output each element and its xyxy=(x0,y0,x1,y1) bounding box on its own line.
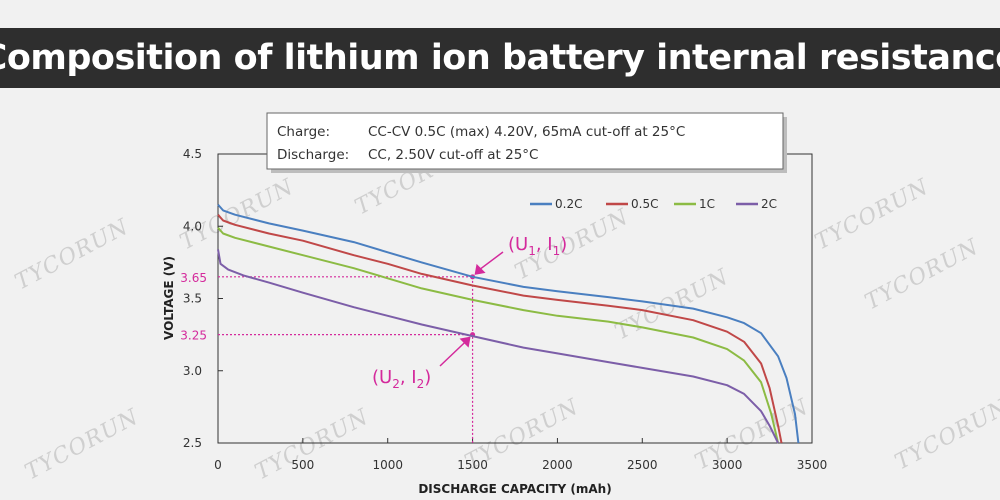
watermark-layer: TYCORUN TYCORUN TYCORUNTYCORUNTYCORUNTYCOR… xyxy=(11,140,1000,486)
legend-label: 0.2C xyxy=(555,197,582,211)
annotation-u2-i2: (U2, I2) xyxy=(372,367,431,391)
legend-label: 0.5C xyxy=(631,197,658,211)
legend-label: 1C xyxy=(699,197,715,211)
watermark-text: TYCORUN xyxy=(891,395,1000,476)
legend: 0.2C 0.5C 1C 2C xyxy=(530,197,777,211)
series-line-2C xyxy=(217,249,779,444)
annotation-arrows xyxy=(439,251,504,367)
watermark-text: TYCORUN xyxy=(861,235,983,316)
annotation-guides: 3.65 3.25 xyxy=(180,271,476,443)
watermark-text: TYCORUN xyxy=(11,215,133,296)
x-tick-label: 1000 xyxy=(372,458,403,472)
x-tick-label: 3500 xyxy=(797,458,828,472)
x-axis-ticks: 0 500 1000 1500 2000 2500 3000 3500 xyxy=(214,438,827,472)
charge-text: CC-CV 0.5C (max) 4.20V, 65mA cut-off at … xyxy=(368,124,685,140)
y-axis-title: VOLTAGE (V) xyxy=(162,256,176,340)
legend-label: 2C xyxy=(761,197,777,211)
arrow-lower-head xyxy=(459,336,471,348)
arrow-upper-shaft xyxy=(480,251,504,270)
series-line-0-2C xyxy=(217,203,800,444)
y-marker-label-upper: 3.65 xyxy=(180,271,207,285)
y-tick-label: 3.5 xyxy=(183,292,202,306)
banner-title: Composition of lithium ion battery inter… xyxy=(0,38,1000,78)
conditions-box: Charge: CC-CV 0.5C (max) 4.20V, 65mA cut… xyxy=(266,112,787,173)
annotation-u2-label: (U2, I2) xyxy=(372,367,431,391)
series-line-1C xyxy=(217,227,780,444)
y-tick-label: 2.5 xyxy=(183,436,202,450)
x-tick-label: 1500 xyxy=(457,458,488,472)
y-tick-label: 4.0 xyxy=(183,219,202,233)
title-banner: Composition of lithium ion battery inter… xyxy=(0,28,1000,88)
y-tick-label: 3.0 xyxy=(183,364,202,378)
series-layer xyxy=(217,203,800,444)
x-tick-label: 500 xyxy=(291,458,314,472)
x-tick-label: 0 xyxy=(214,458,222,472)
watermark-text: TYCORUN xyxy=(21,405,143,486)
x-tick-label: 2500 xyxy=(627,458,658,472)
y-marker-label-lower: 3.25 xyxy=(180,329,207,343)
arrow-upper-head xyxy=(474,263,486,275)
annotation-u1-label: (U1, I1) xyxy=(508,234,567,258)
x-tick-label: 2000 xyxy=(542,458,573,472)
conditions-box-frame xyxy=(266,112,784,170)
watermark-text: TYCORUN xyxy=(251,405,373,486)
x-tick-label: 3000 xyxy=(712,458,743,472)
annotation-u1-i1: (U1, I1) xyxy=(508,234,567,258)
discharge-text: CC, 2.50V cut-off at 25°C xyxy=(368,147,538,163)
watermark-text: TYCORUN xyxy=(811,175,933,256)
arrow-lower-shaft xyxy=(439,342,466,367)
plot-frame xyxy=(217,153,813,444)
series-line-0-5C xyxy=(217,214,783,444)
x-axis-title: DISCHARGE CAPACITY (mAh) xyxy=(418,482,611,496)
y-tick-label: 4.5 xyxy=(183,147,202,161)
watermark-text: TYCORUN xyxy=(691,395,813,476)
discharge-label: Discharge: xyxy=(277,147,349,163)
y-axis-ticks: 2.5 3.0 3.5 4.0 4.5 xyxy=(183,147,223,450)
charge-label: Charge: xyxy=(277,124,330,140)
